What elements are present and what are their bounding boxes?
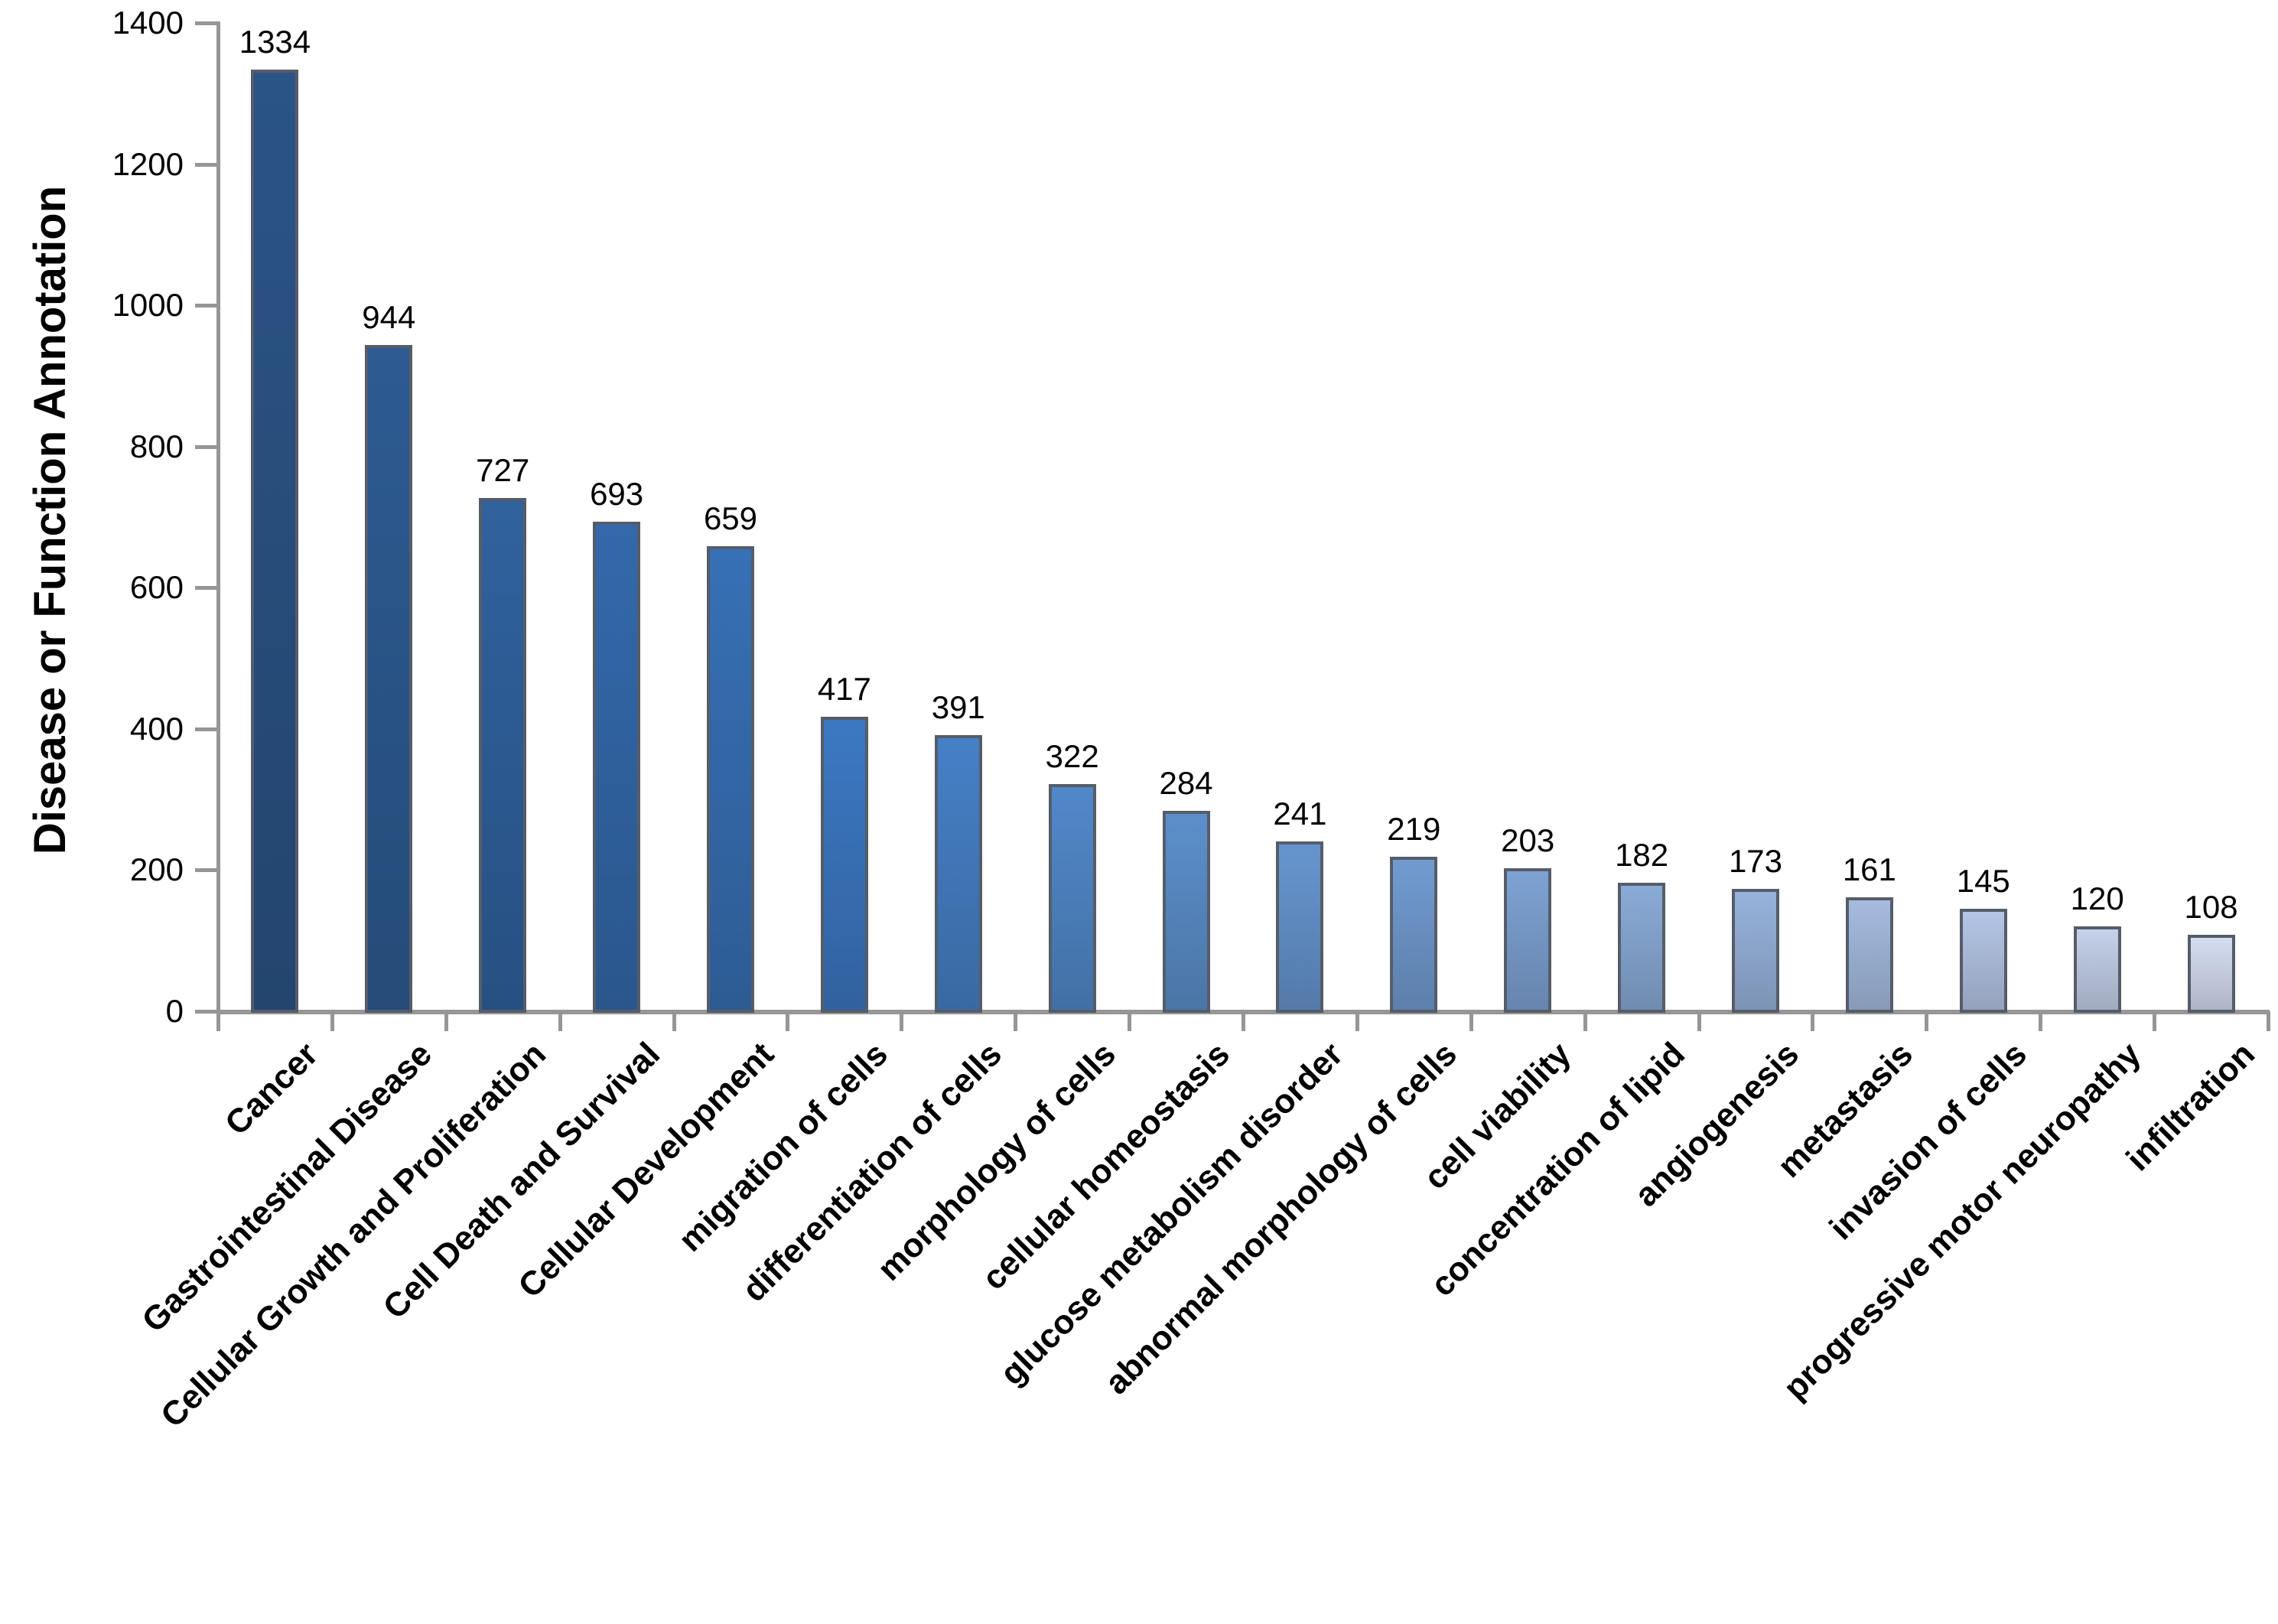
y-tick-mark: [195, 1010, 218, 1014]
y-tick-mark: [195, 586, 218, 591]
y-tick-label: 600: [129, 569, 184, 606]
bar-value-label: 727: [476, 452, 530, 489]
x-tick-mark: [900, 1011, 904, 1031]
x-tick-mark: [216, 1011, 220, 1031]
x-tick-mark: [558, 1011, 562, 1031]
x-tick-mark: [1128, 1011, 1132, 1031]
y-tick-label: 1000: [112, 287, 184, 324]
y-tick-mark: [195, 444, 218, 449]
bar-value-label: 391: [931, 689, 985, 726]
bar-value-label: 944: [362, 298, 416, 335]
x-tick-mark: [672, 1011, 676, 1031]
bar: [1845, 897, 1893, 1013]
bar: [2073, 926, 2121, 1013]
bar: [593, 522, 641, 1013]
bar-value-label: 145: [1956, 863, 2010, 900]
x-tick-mark: [1811, 1011, 1815, 1031]
bar-value-label: 182: [1615, 837, 1669, 874]
bar-value-label: 161: [1842, 851, 1896, 888]
y-tick-label: 1200: [112, 145, 184, 182]
bar-value-label: 203: [1501, 822, 1555, 858]
bar-value-label: 659: [703, 500, 758, 536]
bar-value-label: 322: [1045, 737, 1099, 774]
x-tick-mark: [1242, 1011, 1245, 1031]
bar: [1390, 856, 1438, 1013]
y-tick-mark: [195, 162, 218, 167]
x-tick-mark: [2267, 1011, 2270, 1031]
bar-value-label: 219: [1387, 810, 1441, 847]
y-tick-mark: [195, 868, 218, 873]
y-tick-mark: [195, 21, 218, 25]
x-tick-mark: [1697, 1011, 1701, 1031]
x-tick-mark: [2153, 1011, 2157, 1031]
x-tick-mark: [444, 1011, 448, 1031]
bar-value-label: 284: [1159, 764, 1213, 801]
bar: [365, 344, 413, 1013]
bar: [1276, 841, 1324, 1013]
bar: [1504, 867, 1552, 1013]
bar-value-label: 108: [2184, 889, 2238, 926]
bar-value-label: 693: [590, 476, 644, 513]
y-tick-label: 1400: [112, 5, 184, 41]
y-tick-label: 800: [129, 428, 184, 464]
y-tick-mark: [195, 727, 218, 731]
bar-value-label: 120: [2070, 880, 2124, 917]
bar: [1162, 810, 1210, 1013]
bar-value-label: 1334: [239, 23, 311, 60]
x-tick-mark: [330, 1011, 334, 1031]
x-tick-mark: [1583, 1011, 1587, 1031]
bar: [1048, 783, 1096, 1013]
x-tick-mark: [1469, 1011, 1473, 1031]
bar-value-label: 241: [1273, 795, 1327, 832]
y-tick-label: 0: [165, 993, 184, 1029]
x-tick-mark: [1014, 1011, 1018, 1031]
bar: [934, 735, 982, 1013]
bar-value-label: 417: [817, 671, 871, 708]
x-tick-mark: [1355, 1011, 1359, 1031]
y-tick-label: 200: [129, 851, 184, 888]
bar-value-label: 173: [1728, 843, 1783, 880]
x-tick-mark: [2039, 1011, 2043, 1031]
x-tick-mark: [1925, 1011, 1929, 1031]
bar: [251, 69, 299, 1013]
bar: [1959, 909, 2007, 1013]
bar: [479, 498, 527, 1013]
bar: [2187, 935, 2235, 1013]
x-tick-mark: [786, 1011, 790, 1031]
bar: [707, 545, 754, 1013]
bar: [820, 717, 868, 1013]
y-tick-label: 400: [129, 710, 184, 747]
bar: [1732, 889, 1779, 1013]
y-tick-mark: [195, 304, 218, 308]
y-axis-line: [216, 21, 220, 1014]
bar: [1618, 883, 1666, 1013]
